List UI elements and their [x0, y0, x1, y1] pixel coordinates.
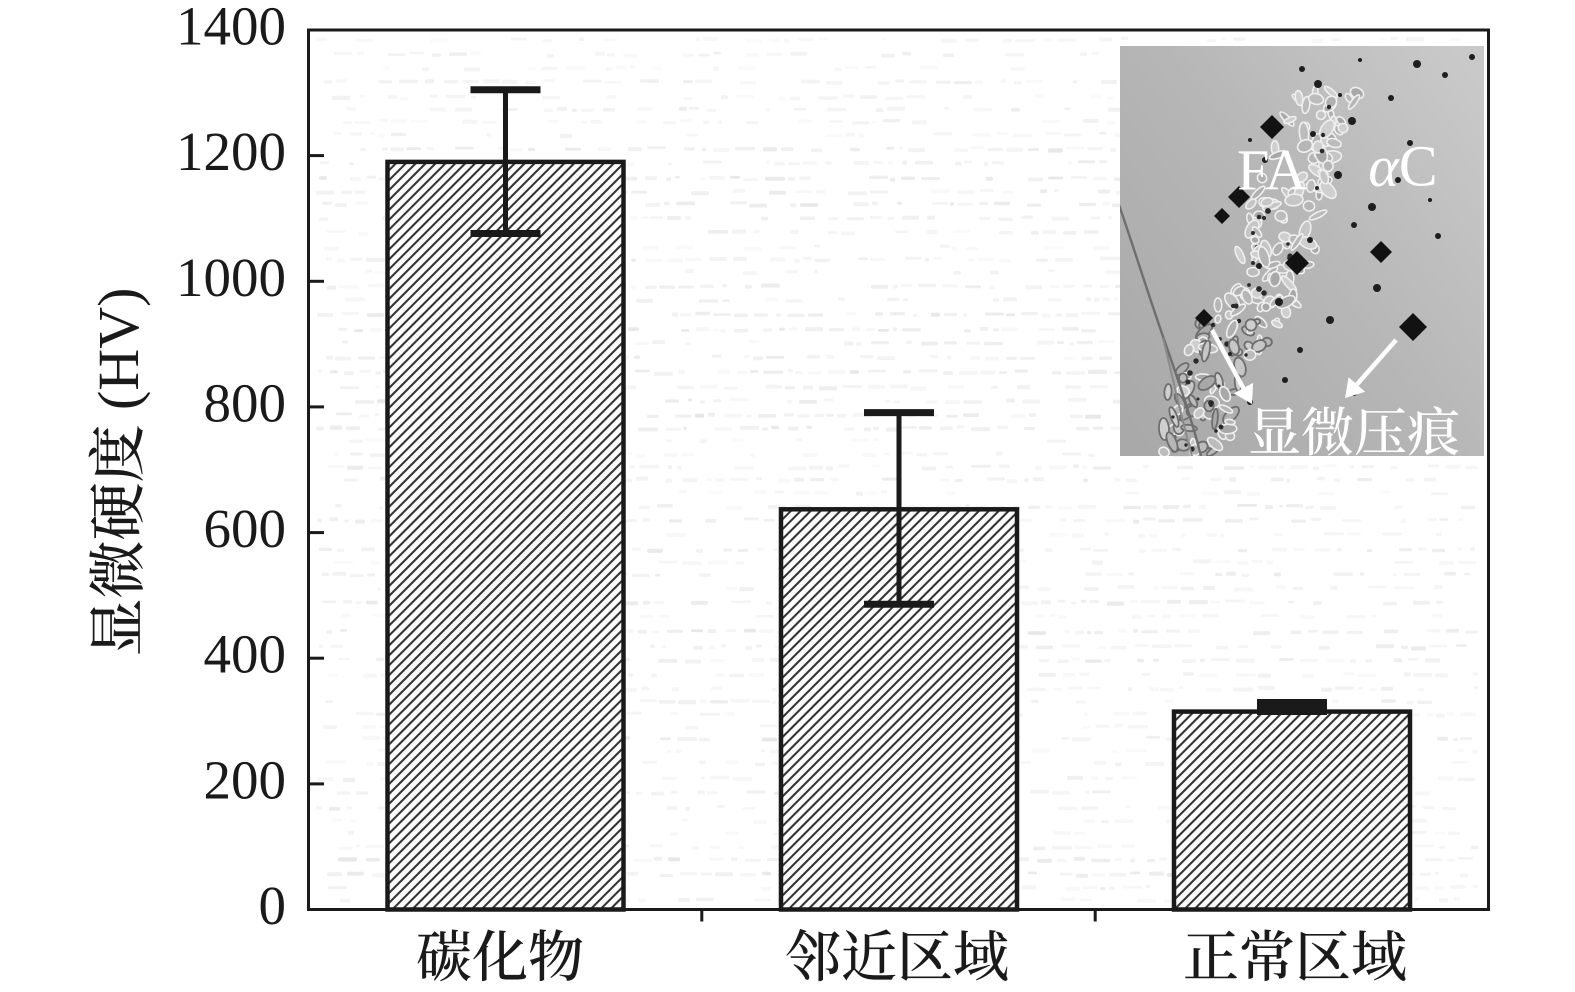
svg-text:正常区域: 正常区域 — [1183, 914, 1407, 992]
svg-text:碳化物: 碳化物 — [416, 914, 584, 992]
svg-text:1400: 1400 — [176, 0, 286, 57]
svg-text:1200: 1200 — [176, 121, 286, 182]
svg-text:FA: FA — [1237, 138, 1307, 203]
svg-text:1000: 1000 — [176, 247, 286, 308]
svg-text:显微压痕: 显微压痕 — [1248, 391, 1460, 467]
svg-text:800: 800 — [204, 372, 287, 433]
svg-text:邻近区域: 邻近区域 — [785, 914, 1009, 992]
svg-text:600: 600 — [204, 498, 287, 559]
svg-text:显微硬度 (HV): 显微硬度 (HV) — [71, 288, 155, 657]
svg-text:0: 0 — [259, 875, 287, 936]
svg-text:400: 400 — [204, 624, 287, 685]
svg-text:200: 200 — [204, 749, 287, 810]
svg-text:αC: αC — [1368, 134, 1437, 199]
